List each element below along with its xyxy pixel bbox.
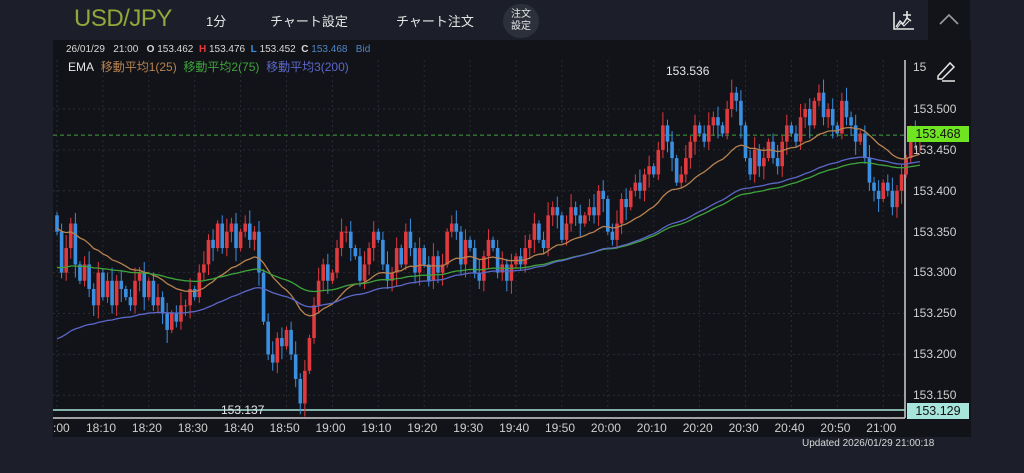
price-tick: 153.350	[913, 225, 957, 239]
time-tick: 18:30	[177, 421, 208, 435]
price-tick: 153.400	[913, 184, 957, 198]
draw-button[interactable]	[933, 57, 959, 83]
ema1-label: 移動平均1(25)	[100, 60, 177, 74]
updated-timestamp: Updated 2026/01/29 21:00:18	[802, 438, 935, 449]
low-label: L	[250, 44, 257, 55]
info-date: 26/01/29	[66, 44, 105, 55]
ema-label: EMA	[68, 60, 95, 74]
price-tick: 153.450	[913, 143, 957, 157]
price-tick: 153.250	[913, 306, 957, 320]
add-indicator-icon	[893, 11, 914, 30]
price-tick: 153.200	[913, 347, 957, 361]
time-tick: 19:30	[453, 421, 484, 435]
time-tick: 20:30	[728, 421, 759, 435]
ema2-label: 移動平均2(75)	[183, 60, 260, 74]
time-tick: 19:10	[361, 421, 392, 435]
low-annotation: 153.137	[221, 403, 265, 417]
chart-settings-button[interactable]: チャート設定	[270, 14, 348, 29]
time-tick: 21:00	[866, 421, 897, 435]
open-value: 153.462	[157, 44, 194, 55]
time-tick: 19:40	[499, 421, 530, 435]
time-tick: 20:40	[774, 421, 805, 435]
time-tick: 18:40	[223, 421, 254, 435]
high-annotation: 153.536	[666, 64, 710, 78]
time-tick: 20:10	[636, 421, 667, 435]
top-toolbar: USD/JPY 1分 チャート設定 チャート注文 注文 設定	[0, 0, 1024, 40]
add-indicator-button[interactable]	[888, 6, 918, 34]
close-value: 153.468	[311, 44, 348, 55]
price-tick: 153.500	[913, 102, 957, 116]
time-tick: 19:50	[545, 421, 576, 435]
order-settings-line1: 注文	[511, 9, 531, 20]
info-time: 21:00	[113, 44, 139, 55]
order-settings-button[interactable]: 注文 設定	[503, 4, 539, 38]
time-tick: 20:20	[682, 421, 713, 435]
time-tick: 20:50	[820, 421, 851, 435]
chevron-up-icon	[939, 13, 959, 25]
collapse-button[interactable]	[928, 0, 970, 40]
low-price-marker: 153.129	[907, 403, 969, 419]
timeframe-selector[interactable]: 1分	[206, 14, 227, 29]
chart-area[interactable]	[53, 40, 971, 437]
ema3-label: 移動平均3(200)	[266, 60, 349, 74]
ohlc-info: 26/01/29 21:00 O 153.462 H 153.476 L 153…	[66, 44, 370, 55]
currency-pair-selector[interactable]: USD/JPY	[74, 5, 172, 32]
time-tick: 20:00	[590, 421, 621, 435]
open-label: O	[146, 44, 155, 55]
time-tick: 18:50	[269, 421, 300, 435]
time-tick: 18:20	[131, 421, 162, 435]
low-value: 153.452	[259, 44, 296, 55]
price-tick-partial: 15	[913, 60, 927, 74]
time-tick: 18:10	[86, 421, 117, 435]
ema-legend: EMA 移動平均1(25) 移動平均2(75) 移動平均3(200)	[68, 58, 349, 75]
price-tick: 153.150	[913, 388, 957, 402]
price-tick: 153.300	[913, 265, 957, 279]
chart-order-button[interactable]: チャート注文	[396, 14, 474, 29]
pencil-icon	[937, 61, 956, 82]
order-settings-line2: 設定	[511, 21, 531, 32]
high-label: H	[198, 44, 207, 55]
high-value: 153.476	[208, 44, 246, 55]
price-side: Bid	[355, 44, 371, 55]
time-tick: 19:20	[407, 421, 438, 435]
current-price-marker: 153.468	[907, 126, 969, 142]
time-tick: :00	[53, 421, 70, 435]
close-label: C	[301, 44, 309, 55]
time-tick: 19:00	[315, 421, 346, 435]
